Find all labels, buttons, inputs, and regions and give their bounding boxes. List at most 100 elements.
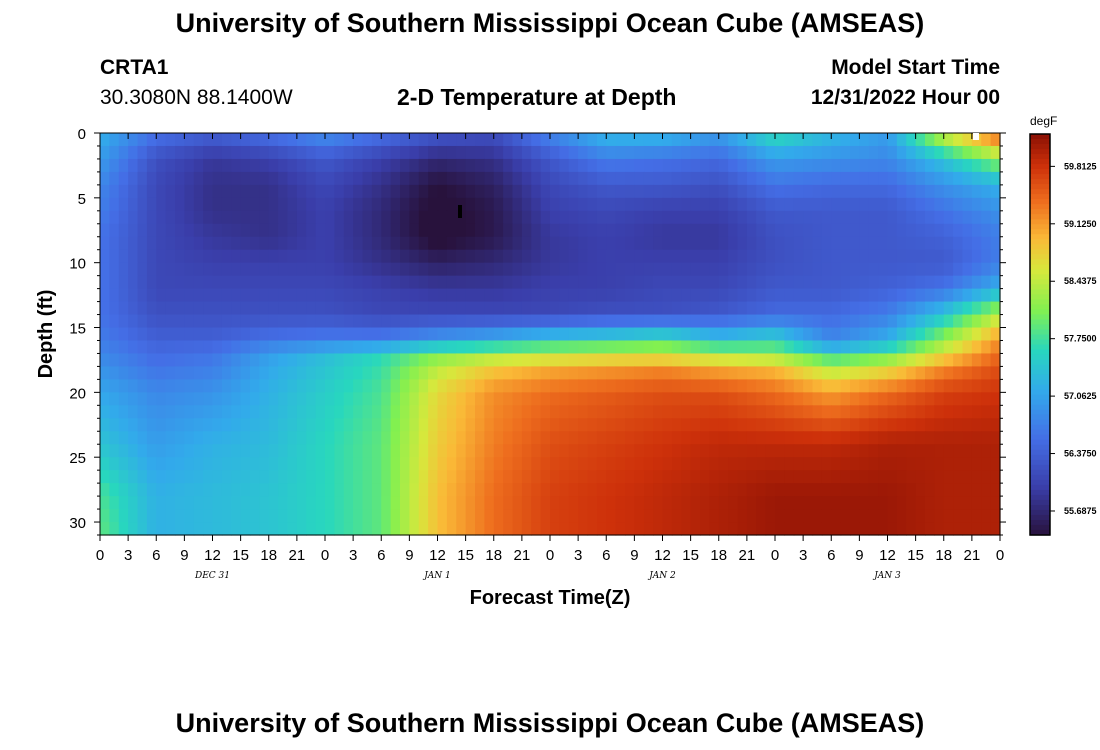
heatmap-cell: [896, 418, 907, 432]
heatmap-cell: [737, 379, 748, 393]
heatmap-cell: [606, 145, 617, 160]
heatmap-cell: [934, 340, 945, 355]
heatmap-cell: [146, 184, 157, 199]
heatmap-cell: [943, 236, 954, 251]
heatmap-cell: [390, 145, 401, 160]
heatmap-cell: [653, 431, 664, 445]
heatmap-cell: [962, 470, 973, 484]
heatmap-cell: [409, 171, 420, 186]
heatmap-cell: [100, 509, 110, 523]
heatmap-cell: [193, 366, 204, 380]
heatmap-cell: [925, 457, 935, 471]
heatmap-cell: [418, 223, 429, 238]
heatmap-cell: [868, 145, 879, 160]
heatmap-cell: [550, 288, 560, 303]
heatmap-cell: [484, 288, 495, 303]
heatmap-cell: [296, 496, 307, 510]
heatmap-cell: [287, 392, 298, 406]
heatmap-cell: [100, 522, 110, 536]
heatmap-cell: [803, 171, 814, 186]
heatmap-cell: [615, 184, 626, 199]
heatmap-cell: [915, 496, 926, 510]
heatmap-cell: [981, 496, 992, 510]
heatmap-cell: [118, 379, 129, 393]
heatmap-cell: [212, 275, 223, 290]
heatmap-cell: [503, 288, 514, 303]
heatmap-cell: [737, 184, 748, 199]
heatmap-cell: [568, 444, 579, 458]
heatmap-cell: [540, 184, 551, 199]
heatmap-cell: [484, 366, 495, 380]
heatmap-cell: [615, 171, 626, 186]
heatmap-cell: [212, 483, 223, 497]
heatmap-cell: [690, 275, 701, 290]
heatmap-cell: [240, 444, 251, 458]
heatmap-cell: [953, 366, 964, 380]
heatmap-cell: [268, 431, 279, 445]
heatmap-cell: [475, 353, 485, 368]
heatmap-cell: [212, 327, 223, 342]
heatmap-cell: [493, 171, 504, 186]
heatmap-cell: [362, 171, 373, 186]
heatmap-cell: [315, 457, 326, 471]
heatmap-cell: [550, 236, 560, 251]
heatmap-cell: [231, 288, 242, 303]
heatmap-cell: [728, 379, 739, 393]
heatmap-cell: [484, 314, 495, 329]
heatmap-cell: [240, 418, 251, 432]
heatmap-cell: [315, 418, 326, 432]
heatmap-cell: [887, 418, 898, 432]
heatmap-cell: [456, 392, 467, 406]
heatmap-cell: [690, 418, 701, 432]
heatmap-cell: [165, 158, 176, 173]
heatmap-cell: [775, 327, 785, 342]
heatmap-cell: [325, 366, 335, 380]
heatmap-cell: [137, 470, 148, 484]
heatmap-cell: [925, 444, 935, 458]
heatmap-cell: [175, 431, 185, 445]
heatmap-cell: [203, 418, 214, 432]
heatmap-cell: [212, 314, 223, 329]
heatmap-cell: [709, 223, 720, 238]
heatmap-cell: [212, 405, 223, 419]
heatmap-cell: [240, 405, 251, 419]
heatmap-cell: [465, 509, 476, 523]
heatmap-cell: [981, 288, 992, 303]
heatmap-cell: [943, 327, 954, 342]
heatmap-cell: [831, 171, 842, 186]
heatmap-cell: [821, 470, 832, 484]
heatmap-cell: [934, 249, 945, 264]
y-tick-label: 5: [78, 191, 86, 208]
heatmap-cell: [962, 483, 973, 497]
heatmap-cell: [184, 366, 195, 380]
heatmap-cell: [343, 496, 354, 510]
heatmap-cell: [653, 171, 664, 186]
heatmap-cell: [165, 184, 176, 199]
heatmap-cell: [175, 133, 185, 147]
heatmap-cell: [962, 262, 973, 277]
heatmap-cell: [990, 366, 1001, 380]
heatmap-cell: [681, 522, 692, 536]
heatmap-cell: [118, 392, 129, 406]
x-tick-label: 12: [204, 547, 221, 564]
heatmap-cell: [840, 301, 851, 316]
heatmap-cell: [718, 288, 729, 303]
heatmap-cell: [803, 133, 814, 147]
heatmap-cell: [878, 262, 889, 277]
heatmap-cell: [221, 457, 232, 471]
x-tick-label: 6: [377, 547, 385, 564]
heatmap-cell: [850, 288, 860, 303]
heatmap-cell: [278, 405, 289, 419]
heatmap-cell: [278, 522, 289, 536]
heatmap-cell: [484, 262, 495, 277]
heatmap-cell: [878, 522, 889, 536]
heatmap-cell: [850, 223, 860, 238]
heatmap-cell: [137, 314, 148, 329]
heatmap-cell: [250, 249, 260, 264]
heatmap-cell: [550, 366, 560, 380]
heatmap-cell: [765, 522, 776, 536]
heatmap-cell: [953, 405, 964, 419]
heatmap-cell: [240, 327, 251, 342]
heatmap-cell: [550, 145, 560, 160]
heatmap-cell: [990, 457, 1001, 471]
